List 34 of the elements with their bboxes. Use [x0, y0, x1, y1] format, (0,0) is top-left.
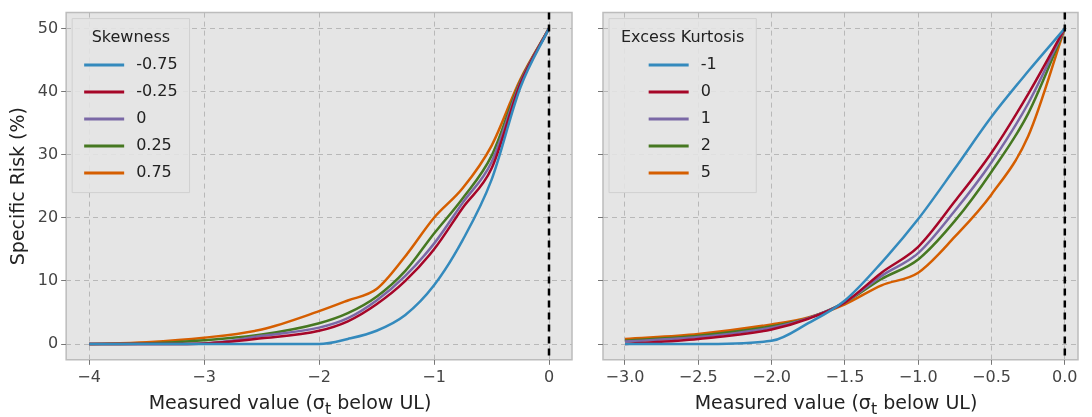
legend-title: Skewness [91, 27, 171, 47]
legend-label: 0.75 [136, 162, 172, 182]
x-tick-label: 0.0 [1052, 366, 1078, 386]
x-tick-label: −2.0 [752, 366, 792, 386]
x-axis-title: Measured value (σ$_{t}$ below UL) [147, 390, 433, 417]
legend-label: 5 [700, 162, 711, 182]
y-tick-label: 30 [37, 143, 59, 163]
y-axis-title: Specific Risk (%) [6, 107, 29, 266]
x-tick-label: −0.5 [972, 366, 1011, 386]
x-tick-label: −2.5 [678, 366, 718, 386]
x-tick-label: −3 [192, 366, 216, 386]
legend-label: -1 [700, 54, 717, 74]
y-tick-label: 40 [37, 80, 59, 100]
y-tick-label: 10 [37, 270, 59, 290]
legend-label: 0 [700, 81, 711, 101]
legend-label: 0 [136, 108, 147, 128]
x-tick-label: −1.5 [825, 366, 865, 386]
x-tick-label: −1 [422, 366, 446, 386]
y-tick-label: 0 [47, 333, 59, 353]
legend-label: -0.25 [136, 81, 178, 101]
legend-label: 2 [700, 135, 711, 155]
line-series [87, 27, 551, 346]
x-tick-label: −4 [77, 366, 101, 386]
legend-label: 0.25 [136, 135, 172, 155]
x-tick-label: −3.0 [605, 366, 645, 386]
x-tick-label: −2 [307, 366, 331, 386]
legend-label: 1 [700, 108, 711, 128]
legend-label: -0.75 [136, 54, 178, 74]
y-tick-label: 50 [37, 17, 59, 37]
legend-title: Excess Kurtosis [621, 27, 745, 47]
y-tick-label: 20 [37, 206, 59, 226]
x-axis-title: Measured value (σ$_{t}$ below UL) [693, 390, 979, 417]
x-tick-label: 0 [543, 366, 555, 386]
x-tick-label: −1.0 [898, 366, 938, 386]
